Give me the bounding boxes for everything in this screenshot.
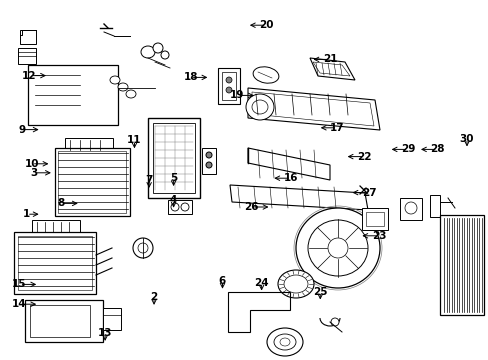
Bar	[25, 300, 103, 342]
Text: 19: 19	[229, 90, 244, 100]
Bar	[153, 123, 195, 193]
Ellipse shape	[138, 243, 148, 253]
Bar	[218, 68, 240, 104]
Ellipse shape	[126, 90, 136, 98]
Text: 1: 1	[23, 209, 30, 219]
Ellipse shape	[153, 43, 163, 53]
Text: 21: 21	[322, 54, 337, 64]
Text: 8: 8	[58, 198, 64, 208]
Ellipse shape	[327, 238, 347, 258]
Ellipse shape	[205, 152, 212, 158]
Text: 3: 3	[31, 168, 38, 178]
Ellipse shape	[273, 334, 295, 350]
Ellipse shape	[280, 338, 289, 346]
Bar	[28, 65, 118, 125]
Text: 29: 29	[400, 144, 415, 154]
Text: 24: 24	[254, 278, 268, 288]
Bar	[222, 72, 236, 100]
Bar	[14, 232, 96, 294]
Bar	[20, 30, 36, 44]
Text: 20: 20	[259, 20, 273, 30]
Text: 2: 2	[150, 292, 157, 302]
Bar	[365, 212, 383, 226]
Ellipse shape	[404, 202, 416, 214]
Ellipse shape	[110, 76, 120, 84]
Bar	[18, 236, 92, 290]
Bar	[168, 200, 192, 214]
Text: 23: 23	[371, 231, 386, 241]
Ellipse shape	[161, 51, 169, 59]
Ellipse shape	[225, 77, 231, 83]
Text: 30: 30	[459, 134, 473, 144]
Text: 26: 26	[244, 202, 259, 212]
Bar	[65, 138, 113, 151]
Bar	[439, 215, 483, 315]
Text: 18: 18	[183, 72, 198, 82]
Text: 28: 28	[429, 144, 444, 154]
Bar	[399, 198, 421, 220]
Text: 10: 10	[24, 159, 39, 169]
Text: 12: 12	[22, 71, 37, 81]
Text: 17: 17	[329, 123, 344, 133]
Text: 22: 22	[356, 152, 371, 162]
Text: 11: 11	[127, 135, 142, 145]
Ellipse shape	[225, 87, 231, 93]
Ellipse shape	[133, 238, 153, 258]
Bar	[32, 220, 80, 234]
Text: 15: 15	[12, 279, 27, 289]
Bar	[103, 308, 121, 330]
Ellipse shape	[253, 67, 278, 83]
Ellipse shape	[278, 270, 313, 298]
Ellipse shape	[284, 275, 307, 293]
Ellipse shape	[245, 94, 273, 120]
Ellipse shape	[266, 328, 303, 356]
Ellipse shape	[330, 318, 338, 326]
Text: 4: 4	[169, 195, 177, 205]
Text: 25: 25	[312, 287, 327, 297]
Bar	[429, 195, 439, 217]
Ellipse shape	[118, 83, 128, 91]
Bar	[148, 118, 200, 198]
Text: 6: 6	[219, 276, 225, 286]
Bar	[30, 305, 90, 337]
Text: 7: 7	[145, 175, 153, 185]
Bar	[361, 208, 387, 230]
Ellipse shape	[307, 220, 367, 276]
Ellipse shape	[295, 208, 379, 288]
Text: 9: 9	[19, 125, 25, 135]
Text: 16: 16	[283, 173, 298, 183]
Bar	[58, 151, 126, 213]
Bar	[55, 148, 130, 216]
Ellipse shape	[141, 46, 155, 58]
Ellipse shape	[251, 100, 267, 114]
Bar	[18, 48, 36, 64]
Bar	[202, 148, 216, 174]
Text: 13: 13	[98, 328, 112, 338]
Text: 27: 27	[361, 188, 376, 198]
Text: 14: 14	[12, 299, 27, 309]
Text: 5: 5	[170, 173, 177, 183]
Ellipse shape	[181, 203, 189, 211]
Ellipse shape	[205, 162, 212, 168]
Ellipse shape	[171, 203, 179, 211]
